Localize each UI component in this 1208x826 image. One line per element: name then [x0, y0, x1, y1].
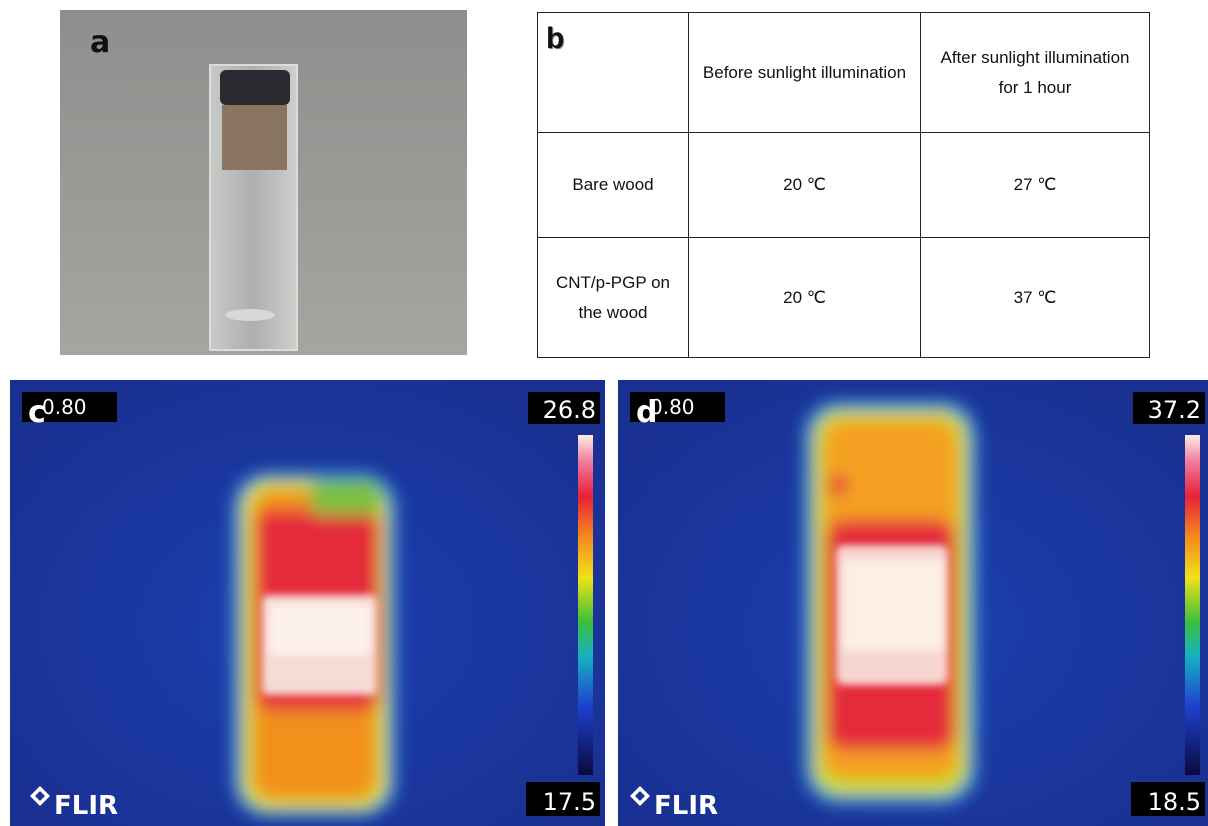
header-cell: After sunlight illumination for 1 hour [921, 13, 1150, 133]
header-cell: Before sunlight illumination [689, 13, 921, 133]
cell: 20 ℃ [689, 133, 921, 238]
photo: a [60, 10, 467, 355]
cell: 37 ℃ [921, 238, 1150, 358]
hot-core [843, 560, 943, 650]
emissivity: 0.80 [42, 395, 87, 419]
cell: 27 ℃ [921, 133, 1150, 238]
panel-label: c [28, 395, 46, 430]
row-header: CNT/p-PGP on the wood [538, 238, 689, 358]
panel-label: a [90, 25, 110, 60]
page: Figure {"panels": { "a": {"label": "a"},… [0, 0, 1208, 826]
min-temp: 18.5 [1148, 788, 1201, 816]
panel-label: b [546, 22, 564, 55]
row-header: Bare wood [538, 133, 689, 238]
table: b Before sunlight illumination After sun… [537, 12, 1150, 358]
cnt-layer [220, 70, 290, 105]
cell: b [538, 13, 689, 133]
cell: 20 ℃ [689, 238, 921, 358]
color-bar [1185, 435, 1200, 775]
brand: FLIR [54, 791, 118, 821]
color-bar [578, 435, 593, 775]
hot-core [270, 605, 370, 655]
min-temp: 17.5 [543, 788, 596, 816]
wood [222, 105, 287, 170]
table-row: CNT/p-PGP on the wood 20 ℃ 37 ℃ [538, 238, 1150, 358]
table-row: Bare wood 20 ℃ 27 ℃ [538, 133, 1150, 238]
thermal-image: 26.8 17.5 0.80 c FLIR [10, 380, 605, 826]
thermal-image: 37.2 18.5 0.80 d FLIR [618, 380, 1208, 826]
max-temp: 37.2 [1148, 396, 1201, 424]
base [225, 309, 275, 321]
brand: FLIR [654, 791, 718, 821]
panel-label: d [636, 395, 657, 430]
figure: a b Before sunlight illumination After s… [0, 0, 1208, 826]
table-row: b Before sunlight illumination After sun… [538, 13, 1150, 133]
max-temp: 26.8 [543, 396, 596, 424]
